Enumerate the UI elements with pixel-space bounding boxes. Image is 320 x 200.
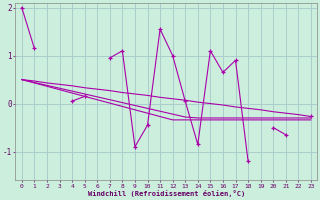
- X-axis label: Windchill (Refroidissement éolien,°C): Windchill (Refroidissement éolien,°C): [88, 190, 245, 197]
